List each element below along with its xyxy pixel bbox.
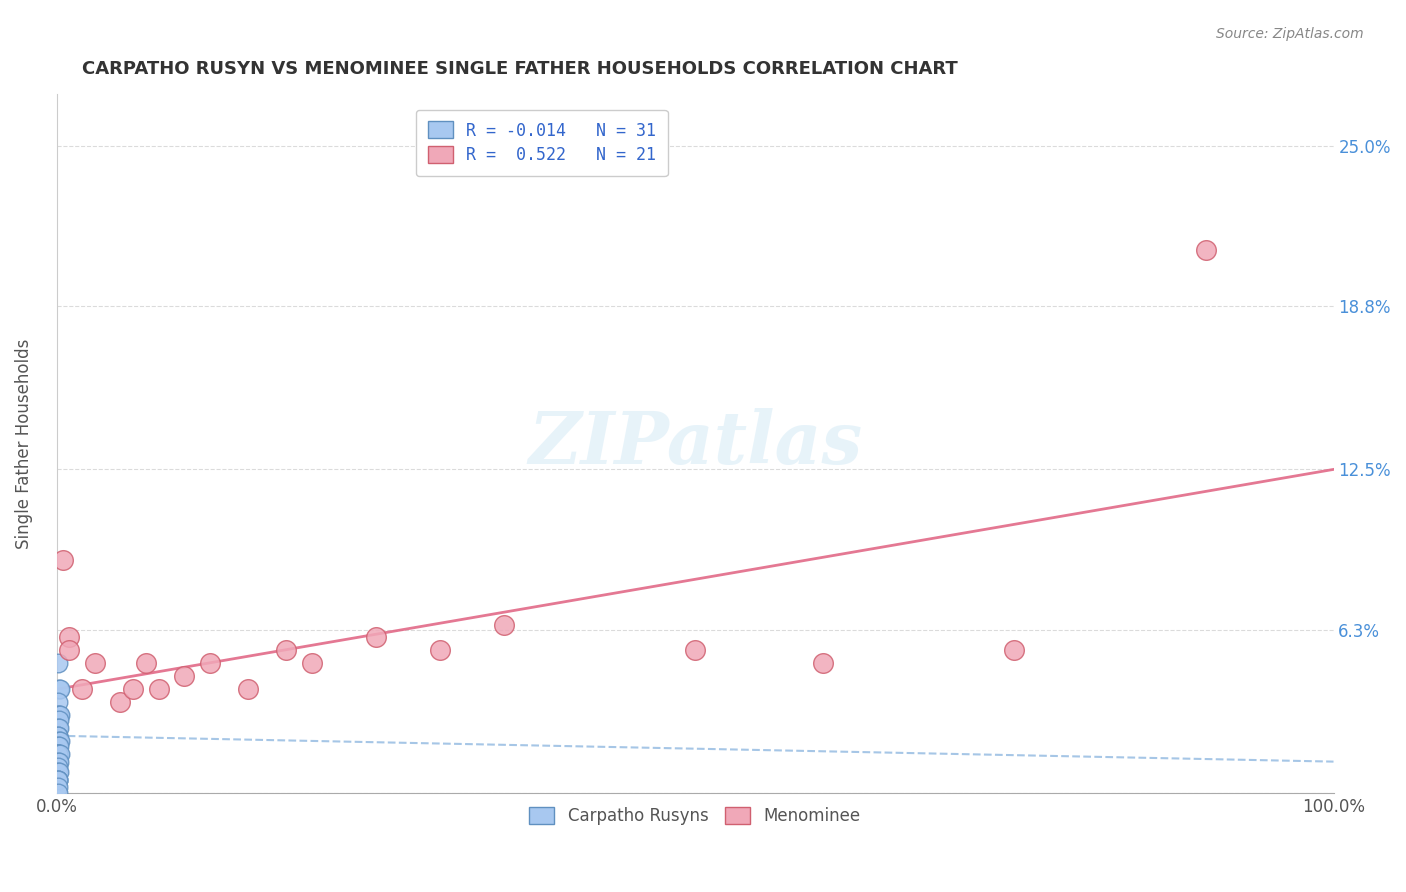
- Point: [811, 657, 834, 671]
- Point: [46, 755, 69, 769]
- Point: [46, 657, 69, 671]
- Point: [1195, 243, 1218, 257]
- Point: [46, 760, 69, 774]
- Point: [46, 708, 69, 723]
- Point: [49, 708, 72, 723]
- Point: [58, 643, 80, 657]
- Point: [58, 631, 80, 645]
- Y-axis label: Single Father Households: Single Father Households: [15, 338, 32, 549]
- Point: [49, 734, 72, 748]
- Point: [49, 682, 72, 697]
- Point: [683, 643, 706, 657]
- Point: [110, 695, 132, 709]
- Text: Source: ZipAtlas.com: Source: ZipAtlas.com: [1216, 27, 1364, 41]
- Point: [48, 721, 70, 735]
- Point: [301, 657, 323, 671]
- Point: [49, 747, 72, 761]
- Point: [46, 747, 69, 761]
- Point: [46, 772, 69, 787]
- Point: [46, 786, 69, 800]
- Point: [173, 669, 195, 683]
- Point: [46, 780, 69, 795]
- Point: [48, 755, 70, 769]
- Point: [198, 657, 221, 671]
- Point: [52, 553, 75, 567]
- Point: [46, 695, 69, 709]
- Point: [364, 631, 387, 645]
- Point: [492, 617, 515, 632]
- Point: [46, 747, 69, 761]
- Text: ZIPatlas: ZIPatlas: [529, 408, 862, 479]
- Point: [84, 657, 107, 671]
- Point: [46, 729, 69, 743]
- Point: [46, 739, 69, 753]
- Point: [236, 682, 259, 697]
- Point: [135, 657, 157, 671]
- Point: [46, 772, 69, 787]
- Text: CARPATHO RUSYN VS MENOMINEE SINGLE FATHER HOUSEHOLDS CORRELATION CHART: CARPATHO RUSYN VS MENOMINEE SINGLE FATHE…: [82, 60, 957, 78]
- Point: [48, 734, 70, 748]
- Point: [48, 682, 70, 697]
- Point: [148, 682, 170, 697]
- Point: [1002, 643, 1025, 657]
- Point: [122, 682, 145, 697]
- Point: [48, 747, 70, 761]
- Point: [429, 643, 451, 657]
- Point: [48, 713, 70, 727]
- Point: [48, 764, 70, 779]
- Point: [46, 772, 69, 787]
- Point: [48, 708, 70, 723]
- Point: [70, 682, 93, 697]
- Point: [46, 764, 69, 779]
- Point: [46, 729, 69, 743]
- Legend: Carpatho Rusyns, Menominee: Carpatho Rusyns, Menominee: [522, 798, 869, 833]
- Point: [276, 643, 298, 657]
- Point: [48, 739, 70, 753]
- Point: [46, 721, 69, 735]
- Point: [46, 747, 69, 761]
